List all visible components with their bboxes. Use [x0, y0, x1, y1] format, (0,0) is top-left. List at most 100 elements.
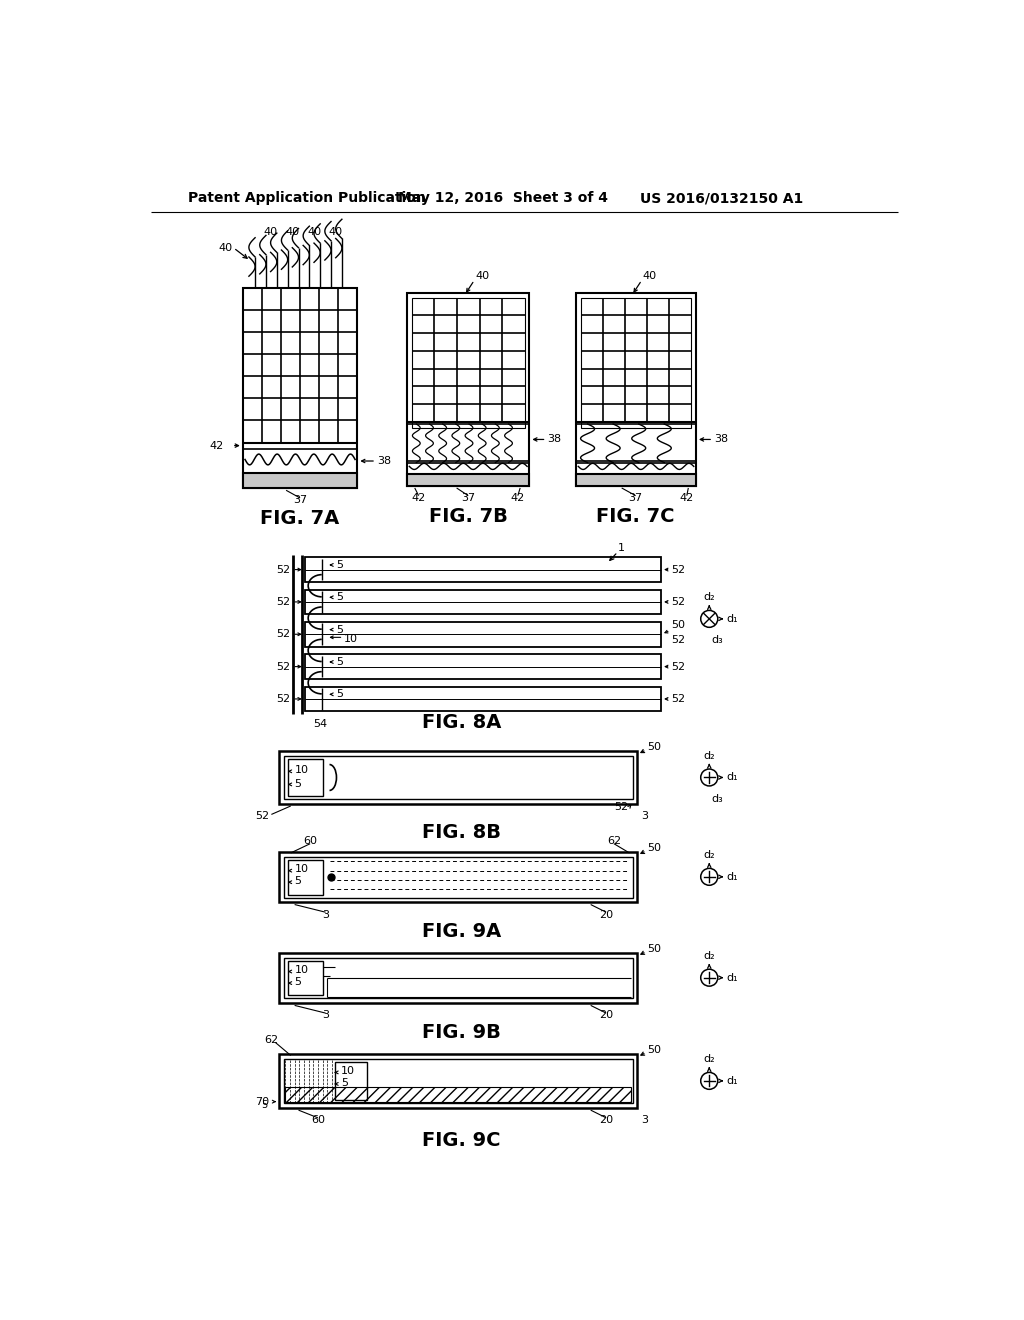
- Bar: [280, 953, 637, 1003]
- Text: 37: 37: [461, 492, 475, 503]
- Bar: [284, 1059, 633, 1104]
- Text: FIG. 7C: FIG. 7C: [596, 507, 675, 525]
- Text: 20: 20: [599, 909, 613, 920]
- Bar: [305, 590, 662, 614]
- Text: 5: 5: [261, 1101, 267, 1110]
- Text: 52: 52: [671, 661, 685, 672]
- Bar: [289, 961, 324, 995]
- Text: 3: 3: [323, 909, 329, 920]
- Bar: [412, 298, 525, 428]
- Text: 62: 62: [607, 837, 621, 846]
- Text: 38: 38: [547, 434, 561, 445]
- Text: 20: 20: [599, 1115, 613, 1125]
- Text: d₁: d₁: [727, 614, 738, 624]
- Text: 37: 37: [629, 492, 643, 503]
- Text: FIG. 9B: FIG. 9B: [422, 1023, 501, 1041]
- Text: 50: 50: [672, 620, 685, 630]
- Text: 52: 52: [275, 661, 290, 672]
- Text: 10: 10: [341, 1065, 355, 1076]
- Text: 40: 40: [329, 227, 343, 238]
- Text: 60: 60: [303, 837, 317, 846]
- Bar: [407, 293, 529, 486]
- Text: 5: 5: [295, 977, 302, 987]
- Text: 60: 60: [311, 1115, 325, 1125]
- Text: d₁: d₁: [727, 871, 738, 882]
- Text: 5: 5: [295, 779, 302, 788]
- Text: 5: 5: [336, 593, 343, 602]
- Text: 5: 5: [336, 689, 343, 700]
- Bar: [243, 288, 357, 488]
- Bar: [581, 298, 691, 428]
- Text: d₂: d₂: [703, 751, 715, 760]
- Bar: [407, 474, 529, 486]
- Text: Patent Application Publication: Patent Application Publication: [188, 191, 426, 206]
- Text: d₂: d₂: [703, 593, 715, 602]
- Bar: [328, 978, 631, 997]
- Text: 5: 5: [336, 624, 343, 635]
- Text: May 12, 2016  Sheet 3 of 4: May 12, 2016 Sheet 3 of 4: [397, 191, 607, 206]
- Text: 3: 3: [641, 1115, 648, 1125]
- Text: FIG. 9A: FIG. 9A: [422, 921, 501, 941]
- Bar: [243, 473, 357, 488]
- Bar: [284, 857, 633, 898]
- Text: 42: 42: [680, 492, 694, 503]
- Text: d₃: d₃: [711, 795, 723, 804]
- Text: 40: 40: [218, 243, 232, 252]
- Text: FIG. 8A: FIG. 8A: [422, 713, 501, 731]
- Text: 50: 50: [647, 944, 662, 954]
- Bar: [289, 859, 324, 895]
- Text: 42: 42: [511, 492, 525, 503]
- Text: d₁: d₁: [727, 1076, 738, 1086]
- Text: 40: 40: [263, 227, 278, 238]
- Text: 50: 50: [647, 742, 662, 752]
- Bar: [280, 1053, 637, 1107]
- Text: d₂: d₂: [703, 1055, 715, 1064]
- Text: 42: 42: [412, 492, 426, 503]
- Text: 54: 54: [313, 718, 328, 729]
- Text: 5: 5: [295, 876, 302, 887]
- Text: 52: 52: [275, 565, 290, 574]
- Text: 52: 52: [275, 694, 290, 704]
- Text: 52: 52: [275, 597, 290, 607]
- Text: d₂: d₂: [703, 850, 715, 861]
- Text: 38: 38: [714, 434, 728, 445]
- Text: d₂: d₂: [703, 952, 715, 961]
- Text: 50: 50: [647, 843, 662, 853]
- Bar: [305, 622, 662, 647]
- Text: 38: 38: [378, 455, 391, 466]
- Bar: [289, 759, 324, 796]
- Text: d₁: d₁: [727, 772, 738, 783]
- Text: 52: 52: [671, 694, 685, 704]
- Text: 10: 10: [295, 865, 308, 874]
- Text: 40: 40: [286, 227, 299, 238]
- Bar: [284, 756, 633, 799]
- Text: 52: 52: [671, 565, 685, 574]
- Text: 3: 3: [641, 810, 648, 821]
- Text: FIG. 8B: FIG. 8B: [422, 824, 501, 842]
- Bar: [286, 1088, 631, 1102]
- Bar: [280, 853, 637, 903]
- Text: 1: 1: [618, 543, 626, 553]
- Text: 62: 62: [264, 1035, 279, 1045]
- Text: US 2016/0132150 A1: US 2016/0132150 A1: [640, 191, 803, 206]
- Text: 52: 52: [275, 630, 290, 639]
- Text: 5: 5: [341, 1078, 348, 1088]
- Text: 42: 42: [209, 441, 223, 450]
- Bar: [335, 1061, 368, 1100]
- Bar: [575, 293, 696, 486]
- Text: 10: 10: [344, 634, 358, 644]
- Text: 50: 50: [647, 1045, 662, 1055]
- Text: 37: 37: [293, 495, 307, 506]
- Text: FIG. 7A: FIG. 7A: [260, 510, 340, 528]
- Text: d₁: d₁: [727, 973, 738, 982]
- Text: 70: 70: [255, 1097, 269, 1106]
- Text: 40: 40: [307, 227, 322, 238]
- Text: 52: 52: [614, 801, 628, 812]
- Text: 3: 3: [323, 1010, 329, 1020]
- Bar: [305, 686, 662, 711]
- Text: 10: 10: [295, 965, 308, 975]
- Bar: [284, 958, 633, 998]
- Bar: [305, 655, 662, 678]
- Text: FIG. 9C: FIG. 9C: [422, 1131, 501, 1150]
- Text: 10: 10: [295, 764, 308, 775]
